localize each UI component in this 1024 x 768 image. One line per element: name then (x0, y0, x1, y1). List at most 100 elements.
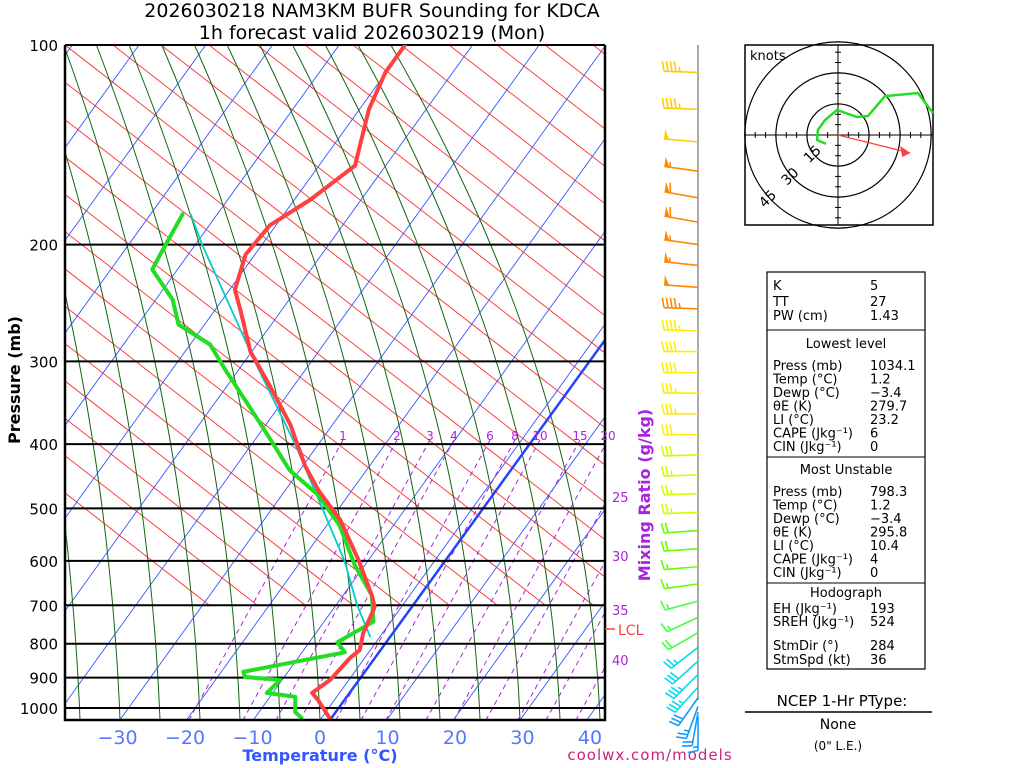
wind-barb-tick (668, 720, 679, 727)
dewpoint-line (150, 212, 376, 720)
wind-barb-staff (664, 583, 699, 590)
lowest-level-header: Lowest level (806, 337, 887, 352)
wind-barb (661, 362, 698, 374)
lowest-level-row-label: CAPE (Jkg⁻¹) (773, 427, 853, 442)
storm-motion-arrowhead (900, 146, 911, 158)
dry-adiabat (977, 45, 1024, 605)
most-unstable-row-value: 10.4 (870, 539, 899, 554)
moist-adiabat (95, 45, 241, 720)
dry-adiabat (65, 156, 605, 578)
wind-barb (661, 341, 698, 353)
index-row-value: 27 (870, 295, 887, 310)
y-tick-label: 300 (29, 353, 58, 371)
moist-adiabat (161, 45, 321, 720)
moist-adiabat (65, 47, 201, 720)
isotherm (65, 45, 540, 705)
moist-adiabat (292, 45, 481, 720)
wind-barb-tick (660, 445, 665, 457)
wind-barb-tick (668, 703, 679, 711)
dry-adiabat (256, 45, 605, 317)
y-axis-label: Pressure (mb) (5, 316, 24, 444)
isotherm (65, 45, 407, 520)
isobars: 100 200 300 400 500 600 700 800 900 1000 (20, 37, 605, 718)
isotherm (519, 601, 605, 720)
wind-barb-staff (666, 616, 699, 633)
wind-barb-tick (661, 641, 670, 651)
most-unstable-row-label: θE (K) (773, 526, 812, 541)
wind-barb-staff (677, 697, 699, 727)
wind-barb-tick (661, 403, 665, 414)
isotherm (65, 45, 207, 242)
lowest-level-row-value: 23.2 (870, 413, 899, 428)
mixing-ratio-tick: 10 (532, 429, 547, 443)
wind-barb (660, 465, 699, 477)
hodograph-stats-row-label: EH (Jkg⁻¹) (773, 602, 837, 617)
lcl-label: LCL (618, 623, 644, 639)
storm-motion-vector (837, 134, 911, 154)
temperature-line (232, 45, 408, 720)
wind-barb-tick (667, 689, 678, 697)
wind-barb-staff (663, 329, 699, 332)
dry-adiabat (208, 45, 605, 354)
wind-barb (660, 540, 699, 552)
lowest-level-row-label: Temp (°C) (772, 373, 838, 388)
dry-adiabat (65, 417, 306, 606)
hodograph-stats-row-label: SREH (Jkg⁻¹) (773, 615, 854, 630)
wind-barb-tick (665, 692, 675, 700)
mixing-ratio-tick: 3 (426, 429, 434, 443)
moist-adiabat (357, 45, 561, 720)
wind-barb (661, 97, 699, 111)
wind-barb-tick (664, 503, 669, 514)
wind-barb-tick (660, 540, 665, 552)
dry-adiabat (65, 305, 450, 606)
wind-barb-tick (660, 559, 665, 570)
wind-barb-staff (691, 712, 699, 746)
wind-barb (661, 424, 698, 436)
skewt-background-lines (65, 45, 1024, 720)
wind-barb-half (678, 325, 681, 331)
x-tick-label: −20 (165, 727, 205, 749)
mixing-ratio-tick: 2 (393, 429, 401, 443)
dry-adiabat (400, 45, 605, 205)
mixing-ratio-tick-right: 30 (612, 550, 629, 565)
wind-barb-flag (664, 229, 670, 241)
wind-barb-tick (664, 540, 669, 551)
wind-barb-tick (661, 61, 665, 72)
dry-adiabat (304, 45, 605, 279)
wind-barb-staff (664, 191, 699, 199)
wind-barb (664, 660, 699, 685)
x-tick-label: −30 (97, 727, 137, 749)
moist-adiabat (390, 45, 601, 720)
wind-barb-staff (664, 239, 699, 246)
wind-barb-tick (661, 341, 665, 352)
wind-barb-tick (661, 362, 665, 373)
y-tick-label: 1000 (20, 700, 58, 718)
most-unstable-row-value: 295.8 (870, 526, 907, 541)
x-tick-label: 0 (314, 727, 326, 749)
hodograph-stats-row-label: StmDir (°) (773, 639, 839, 654)
wind-barb-tick (664, 465, 669, 477)
wind-barb-flag (664, 206, 670, 218)
y-tick-label: 400 (29, 436, 58, 454)
wind-barb (664, 156, 699, 172)
dry-adiabat (65, 81, 605, 503)
most-unstable-row-value: −3.4 (870, 512, 902, 527)
wind-barb-tick (665, 297, 669, 308)
mixing-ratio-tick: 4 (450, 429, 458, 443)
wind-barb-tick (673, 61, 677, 72)
wind-barb (676, 706, 699, 740)
wind-barb-staff (664, 547, 699, 552)
wind-barb (661, 61, 699, 74)
wind-barb-tick (665, 61, 669, 72)
wind-barb (660, 559, 699, 571)
isotherm (186, 138, 605, 720)
moist-adiabat (324, 45, 521, 720)
isotherm (252, 230, 605, 720)
wind-barb-tick (669, 61, 673, 72)
lowest-level-row-value: 6 (870, 427, 878, 442)
hodograph-trace (815, 91, 934, 146)
ptype-note: (0" L.E.) (814, 739, 862, 753)
wind-barb (664, 229, 699, 246)
wind-barb-tick (664, 522, 669, 533)
wind-barb-tick (667, 674, 677, 682)
